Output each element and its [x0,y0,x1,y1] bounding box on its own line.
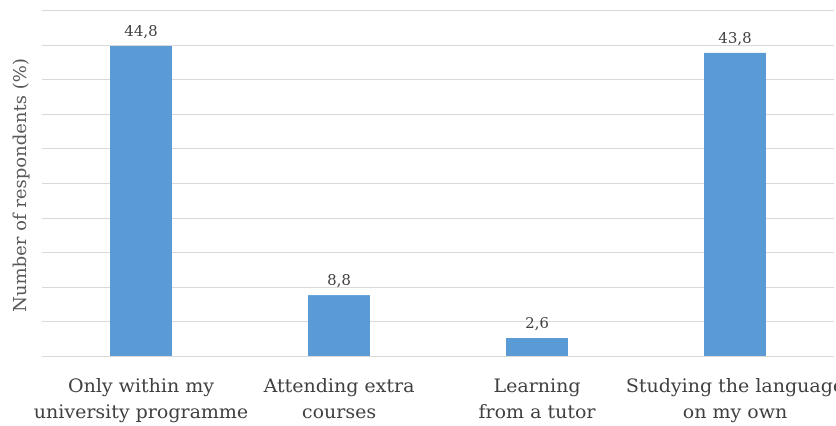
data-label: 8,8 [327,271,351,289]
y-axis-title: Number of respondents (%) [10,58,31,312]
gridlines [42,10,834,357]
bar [308,295,370,356]
data-label: 43,8 [718,29,751,47]
data-labels: 44,8 8,8 2,6 43,8 [124,22,751,332]
category-label: Studying the language on my own [626,375,836,423]
category-label: Learning from a tutor [478,375,596,423]
data-label: 44,8 [124,22,157,40]
bars [110,45,766,357]
bar [110,45,172,356]
category-label: Only within my university programme [34,375,248,423]
bar [704,52,766,357]
category-label: Attending extra courses [263,375,415,423]
data-label: 2,6 [525,314,549,332]
bar [506,338,568,356]
category-labels: Only within my university programme Attend… [34,375,836,423]
